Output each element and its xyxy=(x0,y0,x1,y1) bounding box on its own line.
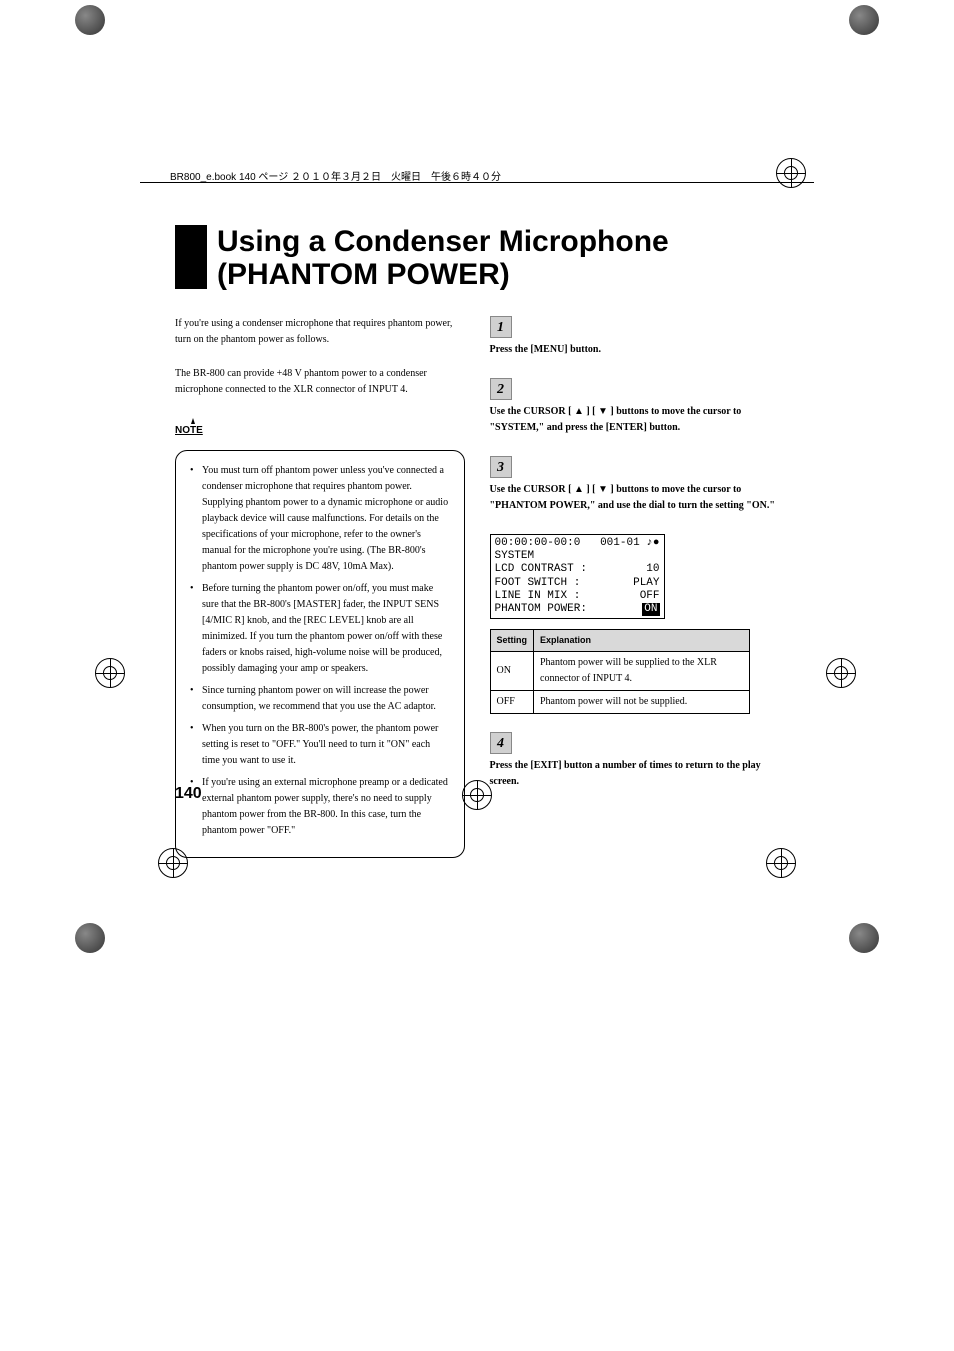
lcd-param-label: LCD CONTRAST : xyxy=(495,563,587,576)
lcd-screen: 00:00:00-00:0 001-01 ♪● SYSTEM LCD CONTR… xyxy=(490,534,665,619)
title-block: Using a Condenser Microphone (PHANTOM PO… xyxy=(175,225,779,291)
step-text: Use the CURSOR [ ▲ ] [ ▼ ] buttons to mo… xyxy=(490,482,780,514)
table-cell-setting: ON xyxy=(490,651,534,690)
step-number: 3 xyxy=(490,456,512,478)
intro-paragraph-1: If you're using a condenser microphone t… xyxy=(175,316,465,348)
step-1: 1 Press the [MENU] button. xyxy=(490,316,780,358)
print-reg-mark xyxy=(75,3,105,37)
page-number: 140 xyxy=(175,785,202,803)
step-4: 4 Press the [EXIT] button a number of ti… xyxy=(490,732,780,790)
lcd-param-value-selected: ON xyxy=(642,603,659,616)
page-content: Using a Condenser Microphone (PHANTOM PO… xyxy=(0,0,954,958)
header-divider xyxy=(140,182,814,183)
step-3: 3 Use the CURSOR [ ▲ ] [ ▼ ] buttons to … xyxy=(490,456,780,514)
lcd-param-value: 10 xyxy=(646,563,659,576)
table-cell-setting: OFF xyxy=(490,690,534,713)
settings-table: Setting Explanation ON Phantom power wil… xyxy=(490,629,750,713)
print-reg-mark xyxy=(849,921,879,955)
note-item: If you're using an external microphone p… xyxy=(190,775,450,839)
file-header-info: BR800_e.book 140 ページ ２０１０年３月２日 火曜日 午後６時４… xyxy=(170,168,501,183)
note-item: Since turning phantom power on will incr… xyxy=(190,683,450,715)
step-2: 2 Use the CURSOR [ ▲ ] [ ▼ ] buttons to … xyxy=(490,378,780,436)
step-text: Press the [EXIT] button a number of time… xyxy=(490,758,780,790)
note-icon: NOTE xyxy=(175,416,465,442)
title-decoration xyxy=(175,225,207,289)
registration-mark xyxy=(826,658,856,688)
lcd-time: 00:00:00-00:0 xyxy=(495,537,581,550)
left-column: If you're using a condenser microphone t… xyxy=(175,316,465,858)
lcd-param-label: PHANTOM POWER: xyxy=(495,603,587,616)
step-number: 4 xyxy=(490,732,512,754)
page-title: Using a Condenser Microphone (PHANTOM PO… xyxy=(217,225,779,291)
table-header: Explanation xyxy=(534,630,750,651)
registration-mark xyxy=(766,848,796,878)
note-item: Before turning the phantom power on/off,… xyxy=(190,581,450,677)
note-box: You must turn off phantom power unless y… xyxy=(175,450,465,858)
table-cell-explanation: Phantom power will not be supplied. xyxy=(534,690,750,713)
step-number: 1 xyxy=(490,316,512,338)
table-row: ON Phantom power will be supplied to the… xyxy=(490,651,749,690)
note-item: When you turn on the BR-800's power, the… xyxy=(190,721,450,769)
lcd-param-label: LINE IN MIX : xyxy=(495,590,581,603)
registration-mark xyxy=(462,780,492,810)
table-header: Setting xyxy=(490,630,534,651)
right-column: 1 Press the [MENU] button. 2 Use the CUR… xyxy=(490,316,780,858)
lcd-param-label: FOOT SWITCH : xyxy=(495,577,581,590)
lcd-param-value: PLAY xyxy=(633,577,659,590)
print-reg-mark xyxy=(849,3,879,37)
lcd-status: 001-01 ♪● xyxy=(600,537,659,550)
step-number: 2 xyxy=(490,378,512,400)
registration-mark xyxy=(95,658,125,688)
intro-paragraph-2: The BR-800 can provide +48 V phantom pow… xyxy=(175,366,465,398)
registration-mark xyxy=(158,848,188,878)
note-item: You must turn off phantom power unless y… xyxy=(190,463,450,575)
svg-text:NOTE: NOTE xyxy=(175,425,203,436)
step-text: Use the CURSOR [ ▲ ] [ ▼ ] buttons to mo… xyxy=(490,404,780,436)
lcd-menu-title: SYSTEM xyxy=(495,550,535,563)
lcd-param-value: OFF xyxy=(640,590,660,603)
table-cell-explanation: Phantom power will be supplied to the XL… xyxy=(534,651,750,690)
table-row: OFF Phantom power will not be supplied. xyxy=(490,690,749,713)
step-text: Press the [MENU] button. xyxy=(490,342,780,358)
registration-mark xyxy=(776,158,806,188)
print-reg-mark xyxy=(75,921,105,955)
